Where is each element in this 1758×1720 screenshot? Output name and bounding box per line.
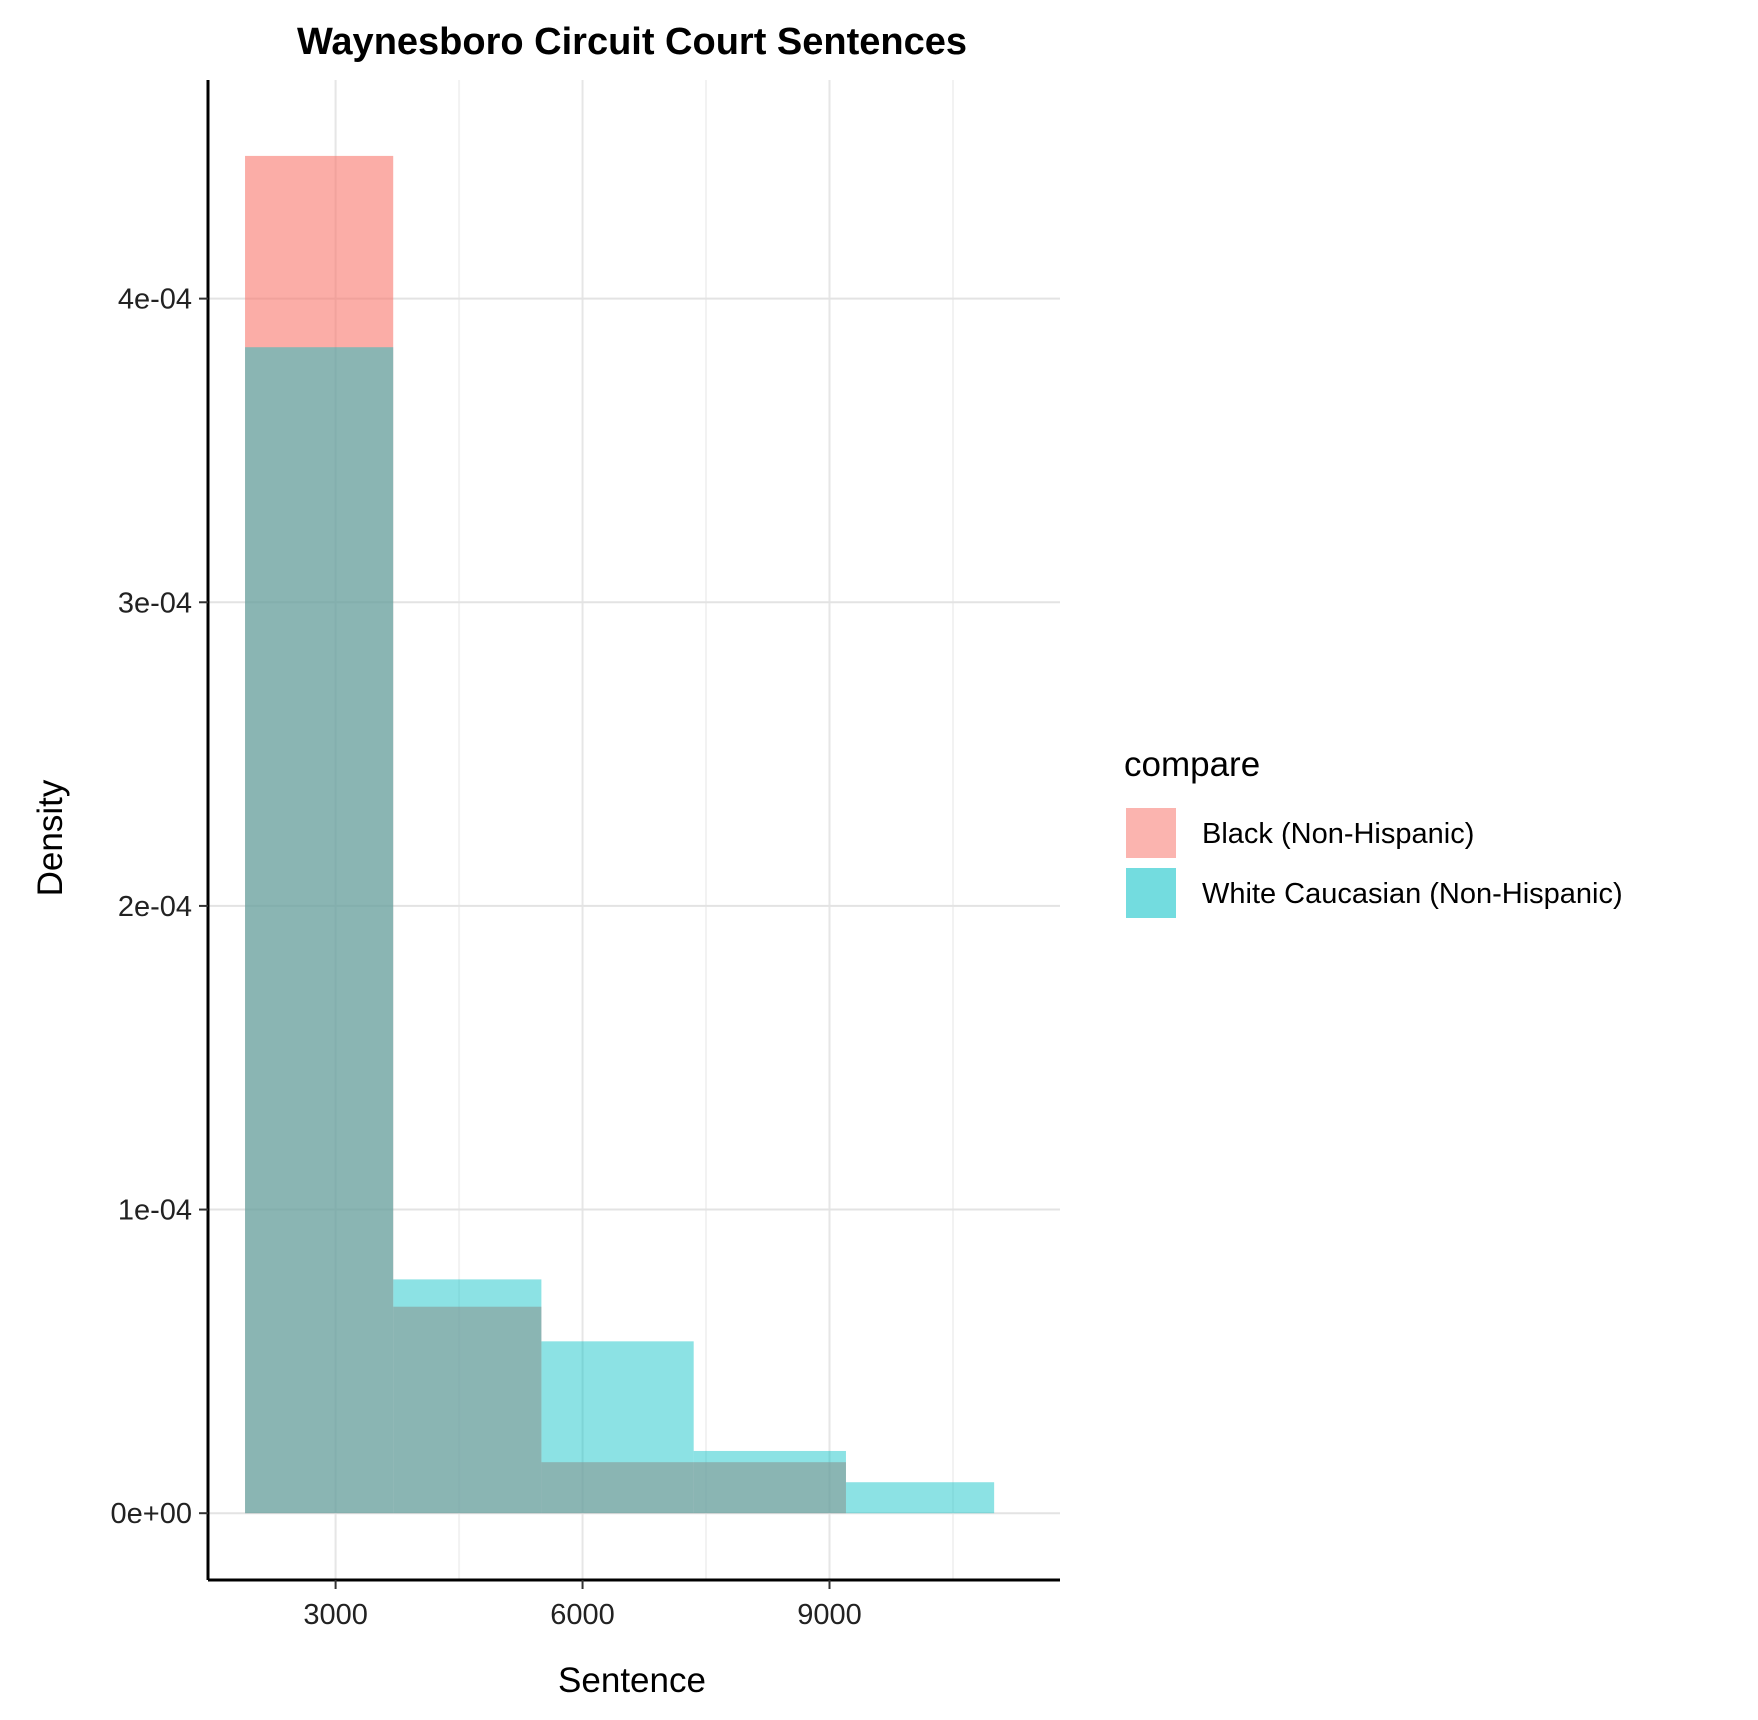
series-white: [245, 347, 995, 1514]
y-tick-label: 3e-04: [118, 587, 192, 619]
histogram-bars: [245, 155, 995, 1514]
y-axis-title: Density: [31, 779, 70, 896]
histogram-bar: [693, 1450, 846, 1514]
histogram-bar: [393, 1279, 542, 1514]
legend-swatch: [1126, 808, 1176, 858]
legend-swatch: [1126, 868, 1176, 918]
chart-title: Waynesboro Circuit Court Sentences: [297, 21, 967, 63]
x-axis-title: Sentence: [558, 1661, 706, 1700]
legend-label: Black (Non-Hispanic): [1202, 818, 1474, 850]
series-black: [245, 155, 846, 1514]
histogram-bar: [693, 1462, 846, 1514]
x-tick-label: 9000: [797, 1599, 862, 1631]
x-tick-label: 6000: [550, 1599, 615, 1631]
histogram-bar: [845, 1482, 995, 1514]
histogram-bar: [245, 155, 394, 1514]
legend-title: compare: [1124, 745, 1260, 784]
histogram-bar: [245, 347, 394, 1514]
legend-items: Black (Non-Hispanic) White Caucasian (Non…: [1124, 806, 1623, 920]
legend: compare Black (Non-Hispanic) White Caucas…: [1124, 745, 1623, 920]
axes: 3000 6000 9000 0e+00 1e-04 2e-04 3e-04 4e-04: [111, 80, 1060, 1631]
histogram-bar: [393, 1306, 542, 1514]
histogram-bar: [541, 1462, 694, 1514]
legend-item: White Caucasian (Non-Hispanic): [1124, 866, 1623, 920]
legend-label: White Caucasian (Non-Hispanic): [1202, 878, 1623, 910]
y-tick-label: 4e-04: [118, 284, 192, 316]
y-tick-label: 1e-04: [118, 1195, 192, 1227]
y-tick-label: 0e+00: [111, 1498, 192, 1530]
y-tick-label: 2e-04: [118, 891, 192, 923]
x-tick-label: 3000: [303, 1599, 368, 1631]
histogram-bar: [541, 1341, 694, 1514]
legend-item: Black (Non-Hispanic): [1124, 806, 1474, 860]
